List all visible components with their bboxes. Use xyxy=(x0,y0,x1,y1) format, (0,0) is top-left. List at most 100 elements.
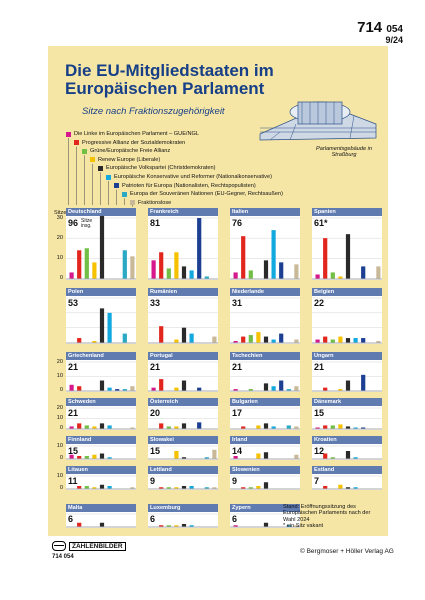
seat-total: 21 xyxy=(68,408,79,418)
bar xyxy=(323,238,328,279)
y-tick-label: 10 xyxy=(56,254,63,261)
bar xyxy=(241,426,246,429)
bar xyxy=(345,426,351,429)
bar xyxy=(315,339,320,343)
bar xyxy=(353,338,358,343)
y-tick-label: 10 xyxy=(56,472,63,479)
legend-label: Europäische Konservative und Reformer (N… xyxy=(114,174,272,180)
bar xyxy=(376,266,381,279)
panel-body xyxy=(148,444,218,460)
bar xyxy=(69,426,74,429)
bar xyxy=(181,457,187,459)
bar xyxy=(77,456,82,459)
country-name: Österreich xyxy=(148,398,218,406)
logo-mark-icon xyxy=(52,541,66,551)
bar xyxy=(189,270,194,279)
legend-swatch xyxy=(98,165,103,171)
country-panel: Frankreich 81 xyxy=(148,208,218,280)
bar xyxy=(69,454,74,459)
bar xyxy=(99,484,105,489)
bar xyxy=(92,341,97,343)
country-name: Griechenland xyxy=(66,352,136,360)
panel-body xyxy=(148,512,218,528)
country-panel: Estland 7 xyxy=(312,466,382,490)
bar-chart xyxy=(66,513,136,528)
footer-code: 714 054 xyxy=(52,554,74,560)
bar xyxy=(159,379,164,391)
bar xyxy=(107,486,112,489)
country-panel: Litauen 11 xyxy=(66,466,136,490)
seat-total: 15 xyxy=(314,408,325,418)
bar xyxy=(181,486,187,489)
country-panel: Rumänien 33 xyxy=(148,288,218,344)
country-panel: Italien 76 xyxy=(230,208,300,280)
bar xyxy=(77,386,82,391)
country-panel: Belgien 22 xyxy=(312,288,382,344)
bar-chart xyxy=(148,361,218,392)
bar xyxy=(263,260,269,279)
country-name: Schweden xyxy=(66,398,136,406)
country-name: Ungarn xyxy=(312,352,382,360)
bar xyxy=(233,389,238,391)
legend-label: Renew Europe (Liberale) xyxy=(98,156,161,163)
bar-chart xyxy=(312,297,382,344)
bar-chart xyxy=(230,407,300,430)
bar xyxy=(77,522,82,527)
seat-total: 7 xyxy=(314,476,320,486)
bar-chart xyxy=(66,297,136,344)
bar xyxy=(159,326,164,343)
bar xyxy=(271,339,276,343)
seat-total: 14 xyxy=(232,446,243,456)
bar xyxy=(99,380,105,391)
bar xyxy=(204,487,209,489)
country-panel: Zypern 6 xyxy=(230,504,300,528)
legend-item: Europäische Volkspartei (Christdemokrate… xyxy=(98,165,215,171)
bar-chart xyxy=(66,475,136,490)
bar xyxy=(315,274,320,279)
bar-chart xyxy=(148,513,218,528)
bar-chart xyxy=(230,513,300,528)
bar xyxy=(353,457,358,459)
bar xyxy=(233,525,238,527)
bar xyxy=(84,456,89,459)
country-name: Slowakei xyxy=(148,436,218,444)
legend-item: Progressive Allianz der Sozialdemokraten xyxy=(74,140,185,146)
bar xyxy=(361,338,366,343)
bar xyxy=(107,457,112,459)
seat-total: 81 xyxy=(150,218,161,228)
bar-chart xyxy=(312,407,382,430)
panel-body xyxy=(230,512,300,528)
bar-chart xyxy=(66,407,136,430)
bar xyxy=(181,380,187,391)
bar xyxy=(181,266,187,279)
bar xyxy=(256,486,261,489)
bar xyxy=(92,262,97,279)
bar xyxy=(338,336,343,343)
bar xyxy=(263,482,269,489)
seat-total: 76 xyxy=(232,218,243,228)
bar xyxy=(77,423,82,429)
bar xyxy=(99,216,105,279)
country-panel: Niederlande 31 xyxy=(230,288,300,344)
bar xyxy=(248,270,253,279)
panel-body xyxy=(66,474,136,490)
legend-label: Grüne/Europäische Freie Allianz xyxy=(90,148,171,155)
bar xyxy=(286,425,291,429)
bar xyxy=(256,425,261,429)
country-name: Kroatien xyxy=(312,436,382,444)
bar xyxy=(248,487,253,489)
bar xyxy=(338,424,343,429)
version-label: 9/24 xyxy=(385,34,403,45)
bar xyxy=(99,423,105,429)
bar xyxy=(248,335,253,343)
country-panel: Griechenland 21 xyxy=(66,352,136,392)
bar xyxy=(197,422,202,429)
bar xyxy=(99,453,105,459)
bar xyxy=(166,487,171,489)
bar xyxy=(241,236,246,279)
seat-total: 11 xyxy=(68,476,78,486)
bar xyxy=(189,525,194,527)
bar xyxy=(330,457,335,459)
seat-total-note: Sitze insg. xyxy=(81,218,93,230)
bar xyxy=(338,484,343,489)
